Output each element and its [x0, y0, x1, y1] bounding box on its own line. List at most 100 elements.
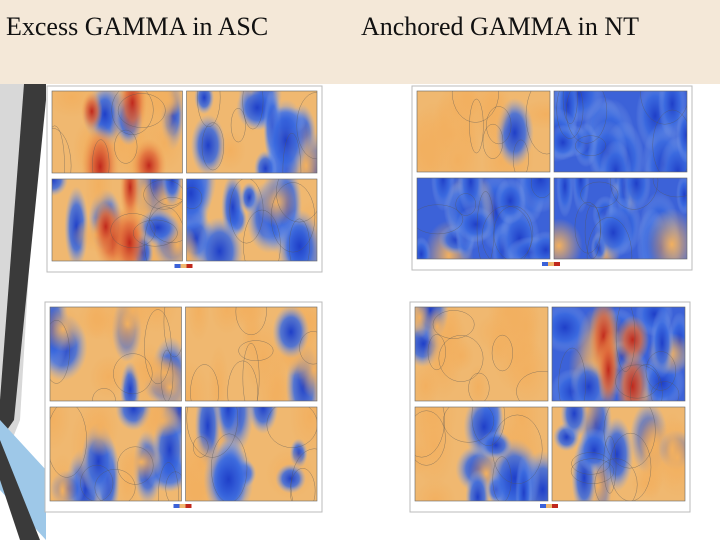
contour [609, 178, 659, 210]
heatmap-blob [676, 106, 687, 164]
contour [149, 197, 183, 244]
contour [289, 218, 310, 261]
colorbar [179, 504, 186, 508]
colorbar [546, 504, 552, 508]
contour [299, 331, 317, 365]
contour [242, 343, 260, 401]
heatmap-blob [630, 468, 663, 499]
decor-stripe [0, 440, 40, 540]
contour [165, 471, 182, 501]
contour [565, 91, 608, 144]
heatmap-blob [599, 140, 632, 172]
contour [469, 98, 484, 154]
contour [227, 360, 258, 401]
contour [158, 462, 179, 501]
heatmap-blob [81, 91, 103, 132]
contour [652, 178, 687, 198]
heatmap-frame [414, 306, 549, 402]
contour [94, 469, 136, 501]
contour [242, 91, 264, 130]
heatmap-blob [560, 407, 588, 439]
heatmap-blob [117, 443, 165, 481]
heatmap [552, 307, 685, 401]
heatmap-blob [136, 209, 180, 246]
colorbar [180, 264, 187, 268]
decor-stripe [0, 420, 46, 540]
heatmap-blob [554, 124, 579, 161]
heatmap-blob [89, 355, 129, 399]
contour [427, 334, 446, 371]
heatmap [185, 407, 317, 501]
heatmap-blob [457, 178, 484, 216]
contour [230, 107, 246, 143]
contour [586, 217, 633, 259]
contour [609, 432, 652, 501]
contour [111, 91, 154, 135]
contour [525, 91, 550, 155]
colorbar [174, 264, 181, 268]
contour [296, 92, 317, 160]
heatmap-blob [143, 355, 182, 390]
contour [640, 91, 687, 125]
colorbar [554, 262, 560, 266]
heatmap-frame [414, 406, 549, 502]
colorbar [548, 262, 554, 266]
contour [133, 219, 178, 247]
contour [160, 349, 174, 401]
heatmap-blob [506, 338, 548, 401]
heatmap [52, 179, 183, 261]
heatmap-frame [49, 406, 182, 502]
heatmap-blob [467, 364, 489, 401]
heatmap-blob [187, 307, 210, 343]
heatmap [417, 91, 550, 172]
heatmap-blob [289, 407, 317, 456]
heatmap-blob [195, 216, 244, 261]
heatmap [185, 307, 317, 401]
heatmap-frame [185, 406, 318, 502]
contour [491, 334, 513, 372]
heatmap-blob [50, 307, 83, 352]
contour [80, 464, 114, 501]
contour [575, 135, 607, 157]
heatmap-blob [417, 236, 431, 259]
contour [432, 310, 475, 339]
heatmap-blob [431, 178, 455, 212]
heatmap [417, 178, 550, 259]
slide-title: Anchored GAMMA in NT [360, 12, 640, 41]
heatmap-blob [494, 178, 527, 225]
contour [603, 435, 617, 494]
slide-title: Excess GAMMA in ASC [6, 12, 269, 41]
heatmap-blob [415, 307, 431, 339]
colorbar [552, 504, 558, 508]
heatmap-blob [50, 407, 71, 451]
heatmap-blob [272, 307, 310, 359]
contour [117, 446, 154, 485]
heatmap-blob [527, 231, 550, 259]
heatmap-frame [51, 178, 183, 262]
contour [270, 182, 316, 253]
contour [144, 309, 172, 385]
heatmap-blob [415, 407, 455, 489]
contour [143, 179, 183, 210]
heatmap [554, 178, 687, 259]
heatmap-blob [465, 469, 491, 501]
contour [603, 407, 656, 469]
heatmap-blob [650, 307, 674, 379]
heatmap [50, 307, 182, 401]
heatmap-blob [216, 407, 240, 442]
heatmap-blob [596, 331, 620, 401]
contour [190, 364, 219, 401]
heatmap-blob [161, 179, 183, 206]
contour [455, 193, 477, 216]
contour [481, 205, 532, 259]
contour [52, 125, 65, 173]
heatmap-blob [447, 339, 475, 373]
contour [650, 381, 680, 401]
colorbar [540, 504, 546, 508]
heatmap [415, 407, 548, 501]
heatmap-blob [615, 349, 649, 401]
contour [50, 407, 87, 478]
heatmap-frame [185, 306, 318, 402]
contour [571, 452, 611, 475]
